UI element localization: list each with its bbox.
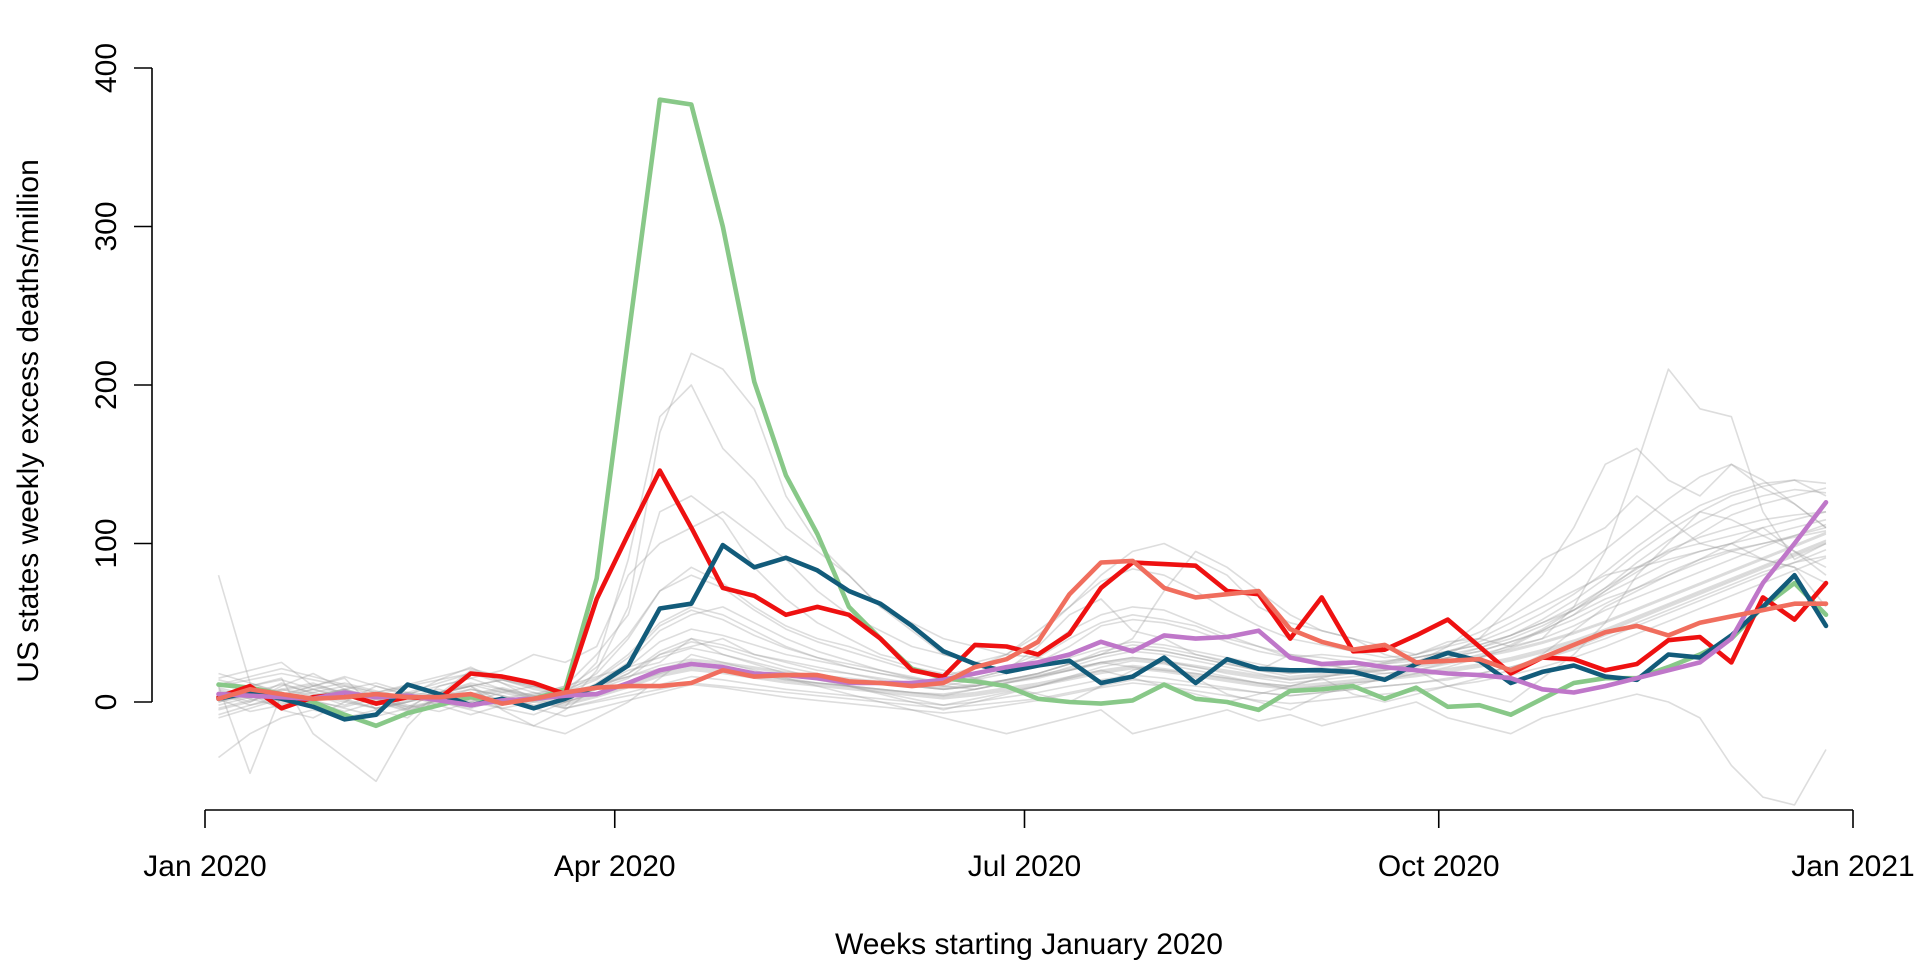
- background-series-line-23: [218, 479, 1827, 713]
- y-tick-label: 300: [90, 201, 123, 251]
- x-tick-label: Apr 2020: [554, 850, 676, 883]
- x-tick-label: Jan 2021: [1791, 850, 1914, 883]
- highlight-series-line-4: [216, 500, 1829, 708]
- y-tick-label: 0: [90, 694, 123, 711]
- background-series-line-16: [218, 541, 1827, 710]
- background-series-line-3: [217, 384, 1827, 775]
- x-tick-label: Jul 2020: [968, 850, 1081, 883]
- y-tick-label: 400: [90, 43, 123, 93]
- x-axis-ticks: Jan 2020 Apr 2020 Jul 2020 Oct 2020 Jan 2021: [143, 810, 1915, 883]
- background-series-line-11: [218, 523, 1827, 713]
- background-series-line-8: [218, 542, 1827, 708]
- highlight-series-line-5: [216, 558, 1829, 706]
- background-series-line-20: [218, 533, 1827, 694]
- highlight-series-group: [216, 97, 1829, 729]
- background-series-line-18: [218, 542, 1827, 711]
- x-tick-label: Jan 2020: [143, 850, 266, 883]
- x-axis-title: Weeks starting January 2020: [835, 928, 1223, 960]
- background-series-group: [217, 352, 1827, 806]
- background-series-line-17: [218, 531, 1827, 700]
- y-tick-label: 200: [90, 360, 123, 410]
- highlight-series-line-1: [216, 97, 1829, 729]
- x-tick-label: Oct 2020: [1378, 850, 1500, 883]
- background-series-line-24: [218, 488, 1827, 716]
- axes: Jan 2020 Apr 2020 Jul 2020 Oct 2020 Jan 2021…: [90, 43, 1915, 883]
- background-series-line-15: [218, 539, 1827, 708]
- y-axis-ticks: 0 100 200 300 400: [90, 43, 152, 710]
- background-series-line-1: [217, 352, 1827, 711]
- background-series-line-7: [218, 511, 1827, 716]
- y-tick-label: 100: [90, 518, 123, 568]
- y-axis-title: US states weekly excess deaths/million: [12, 159, 45, 683]
